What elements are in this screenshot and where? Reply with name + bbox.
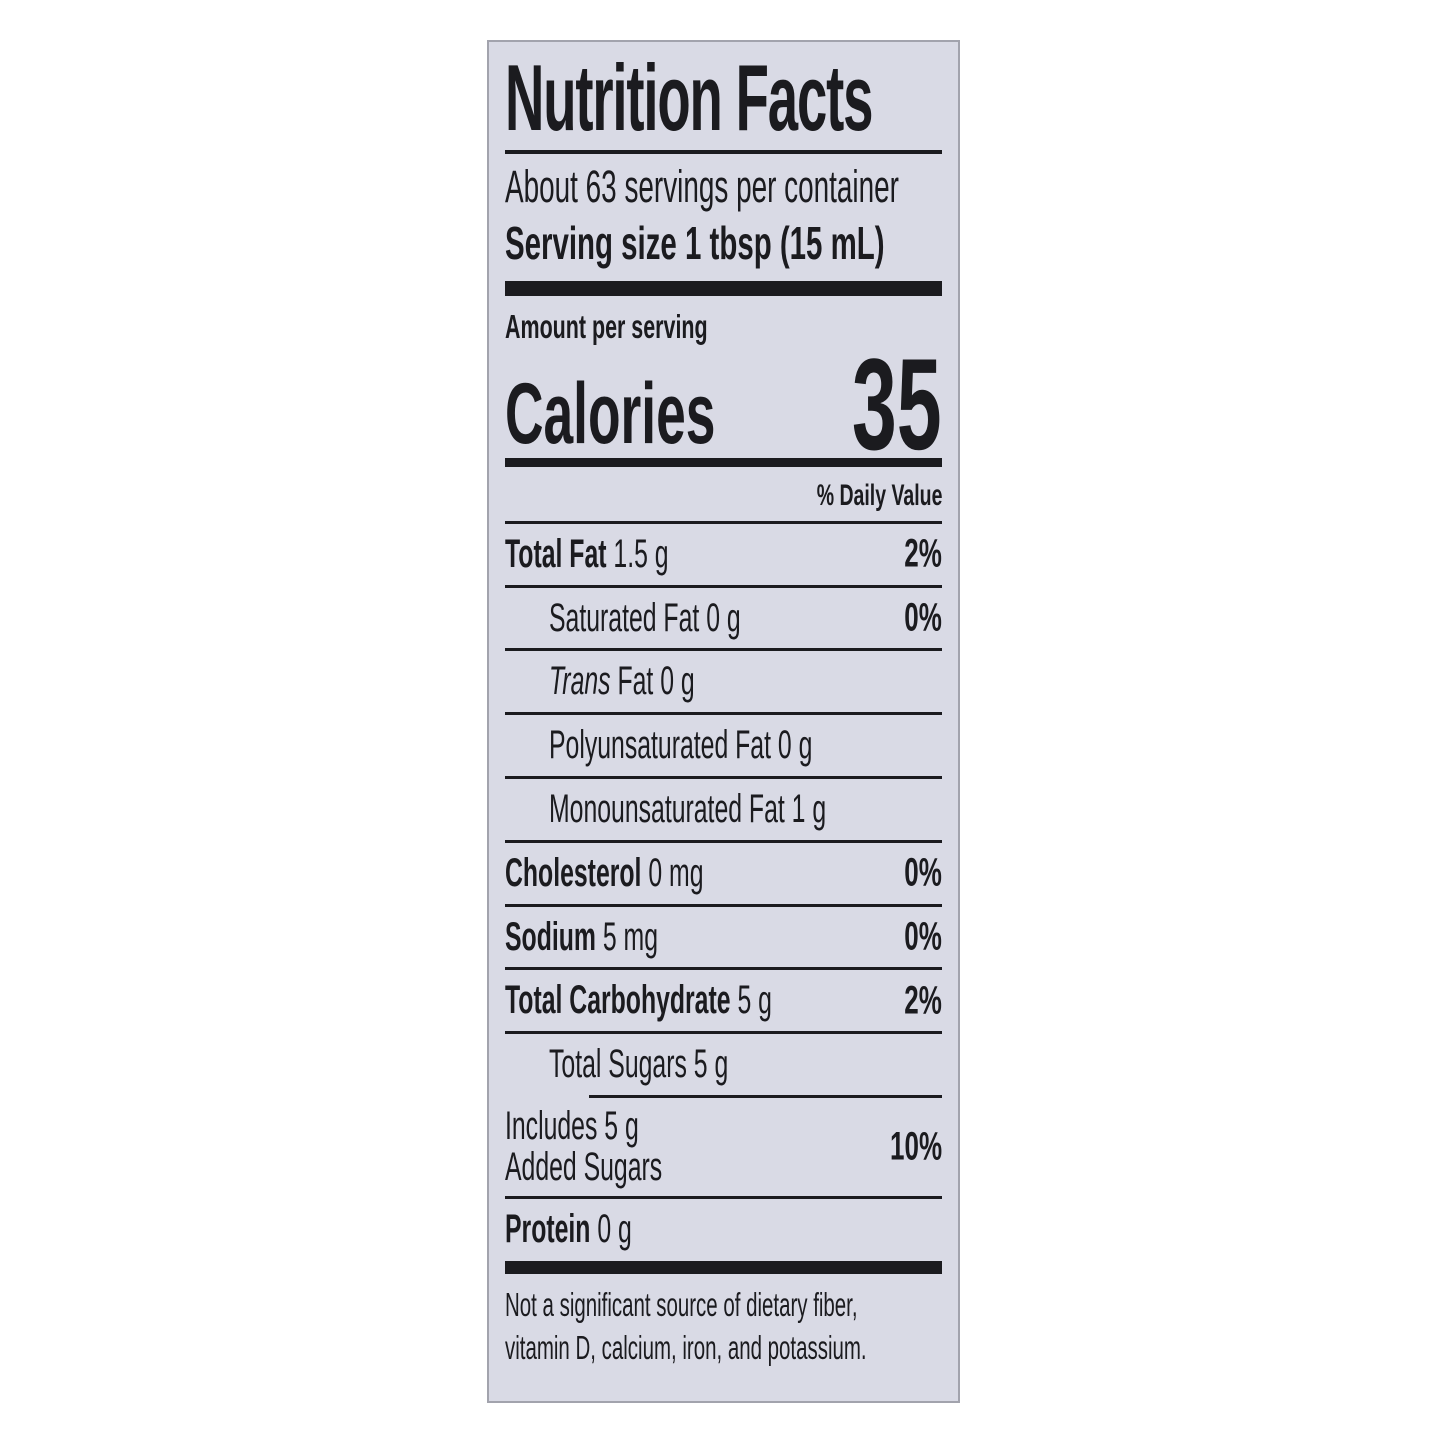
nutrition-facts-title: Nutrition Facts [505,45,873,150]
title-rule [505,149,942,154]
row-sodium: Sodium 5 mg 0% [505,914,942,959]
footnote: Not a significant source of dietary fibe… [505,1286,867,1367]
separator [505,648,942,652]
dv-total-carbohydrate: 2% [904,978,942,1023]
daily-value-header: % Daily Value [816,478,942,512]
separator [505,903,942,907]
dv-cholesterol: 0% [904,850,942,895]
calories-label: Calories [505,366,716,463]
row-monounsaturated-fat: Monounsaturated Fat 1 g [549,787,827,832]
row-protein: Protein 0 g [505,1206,632,1251]
nutrition-facts-panel: Nutrition Facts About 63 servings per co… [487,40,960,1403]
separator [505,584,942,588]
dv-added-sugars: 10% [889,1124,942,1169]
serving-size: Serving size 1 tbsp (15 mL) [505,217,885,270]
separator [505,712,942,716]
row-polyunsaturated-fat: Polyunsaturated Fat 0 g [549,723,813,768]
calories-row: Calories 35 [505,339,942,469]
separator [505,776,942,780]
thick-bar-bottom [505,1261,942,1275]
row-trans-fat: Trans Fat 0 g [549,659,695,704]
separator [505,1031,942,1035]
row-total-sugars: Total Sugars 5 g [549,1042,729,1087]
calories-value: 35 [852,330,942,477]
servings-per-container: About 63 servings per container [505,160,899,212]
row-saturated-fat: Saturated Fat 0 g 0% [549,595,942,640]
amount-per-serving: Amount per serving [505,307,708,345]
calories-rule [505,457,942,467]
row-total-fat: Total Fat 1.5 g 2% [505,531,942,576]
dv-sodium: 0% [904,914,942,959]
thick-bar-top [505,280,942,296]
separator [505,520,942,524]
row-added-sugars: Includes 5 g Added Sugars 10% [505,1104,942,1189]
dv-total-fat: 2% [904,531,942,576]
separator-indented [589,1095,942,1099]
row-total-carbohydrate: Total Carbohydrate 5 g 2% [505,978,942,1023]
separator [505,839,942,843]
separator [505,967,942,971]
dv-saturated-fat: 0% [904,595,942,640]
row-cholesterol: Cholesterol 0 mg 0% [505,850,942,895]
separator [505,1195,942,1199]
